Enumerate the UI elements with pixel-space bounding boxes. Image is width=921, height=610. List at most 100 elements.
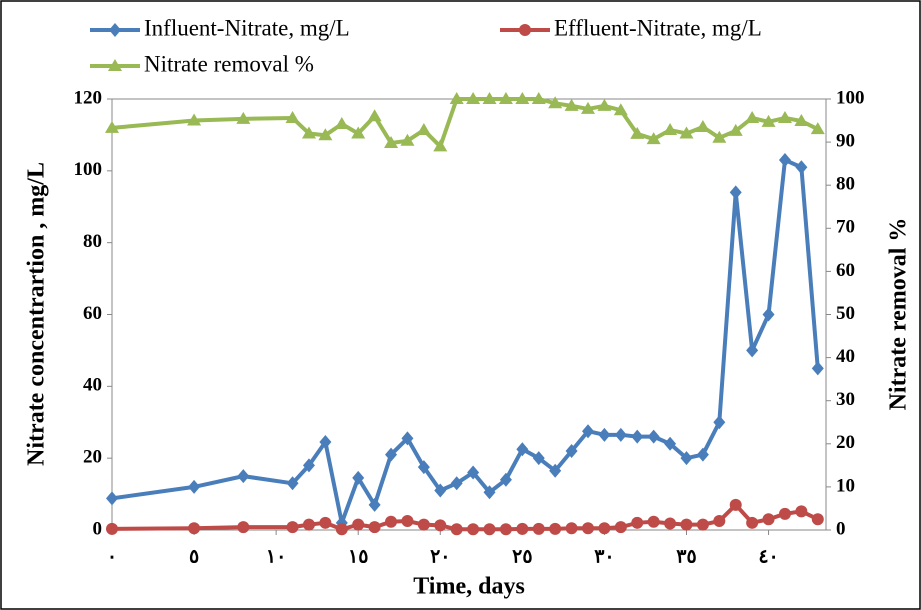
point-marker <box>301 126 316 139</box>
point-marker <box>696 447 709 462</box>
point-marker <box>582 522 594 535</box>
point-marker <box>401 431 414 446</box>
point-marker <box>188 522 201 535</box>
point-marker <box>778 153 791 168</box>
y-tick-label: 120 <box>74 87 103 108</box>
point-marker <box>598 427 611 442</box>
point-marker <box>368 497 381 512</box>
point-marker <box>746 516 759 529</box>
point-marker <box>467 465 480 480</box>
point-marker <box>647 515 660 528</box>
y-tick-label: 20 <box>83 447 102 468</box>
y2-tick-label: 100 <box>836 87 865 108</box>
point-marker <box>777 110 792 123</box>
x-tick-label: ٠ <box>107 546 117 567</box>
point-marker <box>237 521 250 534</box>
point-marker <box>334 116 349 129</box>
x-tick-label: ٥ <box>189 546 199 567</box>
point-marker <box>810 122 825 135</box>
point-marker <box>449 92 464 104</box>
point-marker <box>400 133 415 146</box>
y2-tick-label: 40 <box>836 346 855 367</box>
point-marker <box>286 521 299 534</box>
point-marker <box>713 515 726 528</box>
y-tick-label: 100 <box>74 159 103 180</box>
point-marker <box>713 415 726 430</box>
y-tick-label: 40 <box>83 375 102 396</box>
point-marker <box>631 429 644 444</box>
point-marker <box>433 139 448 152</box>
point-marker <box>680 518 693 531</box>
y2-tick-label: 70 <box>836 217 855 238</box>
point-marker <box>499 523 512 536</box>
point-marker <box>519 24 531 36</box>
point-marker <box>664 517 677 530</box>
point-marker <box>450 476 463 491</box>
point-marker <box>515 92 530 104</box>
point-marker <box>384 135 399 148</box>
legend-label: Effluent-Nitrate, mg/L <box>554 15 762 40</box>
point-marker <box>236 111 251 124</box>
point-marker <box>565 522 578 535</box>
point-marker <box>498 92 513 104</box>
y-tick-label: 60 <box>83 303 102 324</box>
point-marker <box>352 470 365 485</box>
point-marker <box>531 92 546 104</box>
y-tick-label: 80 <box>83 231 102 252</box>
point-marker <box>351 126 366 139</box>
point-marker <box>237 469 250 484</box>
point-marker <box>482 92 497 104</box>
point-marker <box>761 114 776 127</box>
point-marker <box>108 59 122 71</box>
point-marker <box>564 98 579 111</box>
point-marker <box>614 521 627 534</box>
point-marker <box>285 110 300 123</box>
point-marker <box>319 516 332 529</box>
point-marker <box>105 120 119 133</box>
point-marker <box>499 472 512 487</box>
point-marker <box>746 343 759 358</box>
point-marker <box>352 518 365 531</box>
point-marker <box>416 123 431 136</box>
y2-tick-label: 90 <box>836 130 855 151</box>
x-tick-label: ١٥ <box>348 546 368 567</box>
point-marker <box>811 513 824 526</box>
x-tick-label: ٣٥ <box>676 546 696 567</box>
point-marker <box>729 185 742 200</box>
y-tick-label: 0 <box>93 518 103 539</box>
point-marker <box>532 451 545 466</box>
point-marker <box>549 522 562 535</box>
point-marker <box>762 307 775 322</box>
point-marker <box>417 518 430 531</box>
series-line <box>111 158 820 525</box>
y2-tick-label: 80 <box>836 174 855 195</box>
point-marker <box>712 130 727 143</box>
point-marker <box>680 451 693 466</box>
y2-tick-label: 10 <box>836 475 855 496</box>
point-marker <box>565 443 578 458</box>
point-marker <box>598 522 611 535</box>
point-marker <box>647 429 660 444</box>
legend-label: Nitrate removal % <box>144 51 314 76</box>
point-marker <box>664 436 677 451</box>
y2-tick-label: 30 <box>836 389 855 410</box>
point-marker <box>187 113 202 126</box>
x-axis-title: Time, days <box>413 574 525 600</box>
point-marker <box>811 361 824 376</box>
y2-axis-title: Nitrate removal % <box>886 218 912 411</box>
point-marker <box>728 123 743 136</box>
point-marker <box>516 442 529 457</box>
point-marker <box>188 479 201 494</box>
point-marker <box>401 515 414 528</box>
x-tick-label: ٢٠ <box>430 546 450 567</box>
point-marker <box>466 92 481 104</box>
point-marker <box>745 110 760 123</box>
point-marker <box>483 485 496 500</box>
y2-tick-label: 50 <box>836 303 855 324</box>
y2-tick-label: 20 <box>836 432 855 453</box>
point-marker <box>762 513 775 526</box>
legend-label: Influent-Nitrate, mg/L <box>144 15 350 40</box>
point-marker <box>302 518 315 531</box>
